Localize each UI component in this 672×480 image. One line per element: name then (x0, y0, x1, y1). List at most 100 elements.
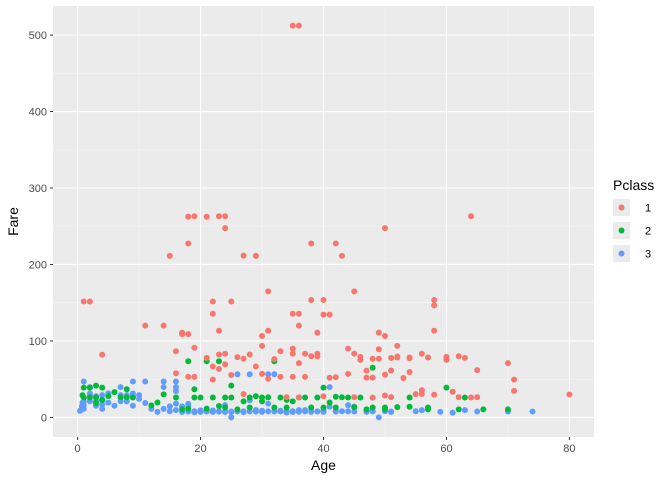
point-class-2 (504, 406, 511, 413)
point-class-1 (363, 374, 370, 381)
point-class-2 (381, 404, 388, 411)
point-class-1 (326, 311, 333, 318)
point-class-1 (295, 360, 302, 367)
legend-label: 2 (645, 226, 651, 238)
point-class-1 (259, 370, 266, 377)
point-class-3 (351, 408, 358, 415)
point-class-2 (185, 405, 192, 412)
point-class-3 (129, 402, 136, 409)
point-class-1 (308, 297, 315, 304)
point-class-1 (283, 394, 290, 401)
point-class-1 (215, 327, 222, 334)
point-class-2 (252, 393, 259, 400)
point-class-2 (185, 358, 192, 365)
point-class-1 (320, 311, 327, 318)
point-class-1 (99, 351, 106, 358)
point-class-1 (203, 213, 210, 220)
point-class-2 (93, 394, 100, 401)
point-class-2 (105, 393, 112, 400)
point-class-1 (314, 353, 321, 360)
point-class-2 (271, 404, 278, 411)
point-class-1 (511, 376, 518, 383)
point-class-1 (259, 342, 266, 349)
point-class-1 (302, 373, 309, 380)
point-class-1 (388, 394, 395, 401)
point-class-2 (326, 399, 333, 406)
y-tick-label: 0 (41, 412, 47, 424)
point-class-2 (246, 394, 253, 401)
point-class-1 (209, 376, 216, 383)
point-class-3 (228, 408, 235, 415)
point-class-1 (80, 298, 87, 305)
point-class-2 (228, 394, 235, 401)
x-tick-label: 20 (194, 443, 206, 455)
point-class-3 (222, 408, 229, 415)
point-class-3 (142, 400, 149, 407)
point-class-1 (308, 353, 315, 360)
point-class-1 (449, 388, 456, 395)
point-class-3 (437, 408, 444, 415)
point-class-2 (129, 394, 136, 401)
point-class-2 (222, 394, 229, 401)
point-class-1 (468, 394, 475, 401)
point-class-1 (375, 329, 382, 336)
point-class-3 (99, 401, 106, 408)
point-class-2 (228, 382, 235, 389)
point-class-1 (265, 288, 272, 295)
point-class-1 (172, 370, 179, 377)
point-class-1 (222, 213, 229, 220)
y-tick-label: 300 (29, 183, 47, 195)
x-axis: 0 20 40 60 80 (75, 437, 576, 455)
point-class-1 (418, 390, 425, 397)
point-class-3 (209, 408, 216, 415)
point-class-1 (295, 322, 302, 329)
legend-key-marker (618, 227, 625, 234)
point-class-3 (228, 414, 235, 421)
point-class-3 (412, 408, 419, 415)
point-class-1 (222, 361, 229, 368)
point-class-1 (474, 394, 481, 401)
point-class-1 (252, 252, 259, 259)
point-class-1 (474, 367, 481, 374)
point-class-3 (191, 409, 198, 416)
point-class-2 (209, 394, 216, 401)
legend-key-marker (618, 204, 625, 211)
point-class-3 (474, 408, 481, 415)
y-axis-title: Fare (5, 207, 21, 236)
point-class-2 (461, 394, 468, 401)
point-class-2 (357, 394, 364, 401)
point-class-3 (172, 400, 179, 407)
point-class-1 (86, 298, 93, 305)
point-class-1 (289, 310, 296, 317)
point-class-2 (406, 394, 413, 401)
point-class-3 (160, 384, 167, 391)
point-class-1 (400, 375, 407, 382)
point-class-3 (80, 405, 87, 412)
point-class-3 (345, 402, 352, 409)
point-class-3 (234, 371, 241, 378)
point-class-3 (129, 378, 136, 385)
point-class-2 (425, 406, 432, 413)
point-class-1 (209, 298, 216, 305)
point-class-1 (265, 327, 272, 334)
point-class-1 (345, 370, 352, 377)
point-class-2 (234, 406, 241, 413)
x-axis-title: Age (311, 457, 336, 473)
point-class-2 (93, 382, 100, 389)
point-class-3 (289, 408, 296, 415)
point-class-1 (381, 225, 388, 232)
point-class-3 (283, 409, 290, 416)
point-class-1 (369, 374, 376, 381)
point-class-2 (369, 404, 376, 411)
x-tick-label: 0 (75, 443, 81, 455)
point-class-1 (240, 355, 247, 362)
point-class-2 (86, 394, 93, 401)
point-class-2 (80, 384, 87, 391)
point-class-2 (160, 391, 167, 398)
point-class-1 (375, 355, 382, 362)
point-class-1 (388, 367, 395, 374)
point-class-1 (295, 22, 302, 29)
point-class-2 (123, 386, 130, 393)
point-class-3 (240, 408, 247, 415)
point-class-2 (154, 399, 161, 406)
